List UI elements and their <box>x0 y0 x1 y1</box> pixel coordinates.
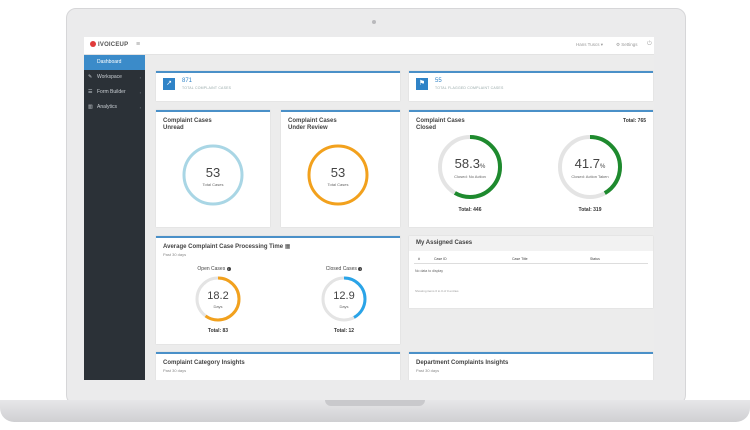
brand-logo[interactable]: IVOICEUP <box>90 41 128 48</box>
closed-cases-unit: Days <box>339 304 349 309</box>
form-builder-icon: ☰ <box>88 89 93 95</box>
user-menu[interactable]: Hans Tuscs ▾ <box>576 42 604 47</box>
processing-time-card: Average Complaint Case Processing Time ▦… <box>156 236 400 344</box>
info-icon[interactable]: i <box>226 267 231 271</box>
sidebar-item-dashboard[interactable]: Dashboard <box>84 55 145 70</box>
action-taken-total: Total: 319 <box>578 207 602 213</box>
workspace-icon: ✎ <box>88 74 93 80</box>
sidebar-item-label: Workspace <box>97 74 122 80</box>
card-subtitle: Past 30 days <box>416 368 440 373</box>
sidebar-item-workspace[interactable]: ✎ Workspace › <box>84 70 145 85</box>
assigned-header <box>409 236 653 251</box>
under-review-card: Complaint Cases Under Review 53 Total Cas… <box>281 110 400 227</box>
closed-cases-gauge: 12.9 Days <box>320 275 368 323</box>
department-insights-card: Department Complaints Insights Past 30 d… <box>409 352 653 380</box>
closed-cases-value: 12.9 <box>333 290 355 302</box>
open-cases-unit: Days <box>213 304 223 309</box>
card-title: Complaint Cases Under Review <box>288 118 337 131</box>
no-action-label: Closed: No Action <box>454 174 486 179</box>
card-title: My Assigned Cases <box>416 240 473 246</box>
brand-name: IVOICEUP <box>98 42 129 48</box>
camera-icon <box>372 20 376 24</box>
flag-icon: ⚑ <box>416 78 428 90</box>
no-action-value: 58.3% <box>454 156 486 171</box>
pagination-info: Showing items 0 to 0 of 0 entries <box>415 289 459 293</box>
banner-label: TOTAL COMPLAINT CASES <box>182 86 232 90</box>
column-header[interactable]: Status <box>590 257 600 261</box>
action-taken-gauge: 41.7% Closed: Action Taken <box>557 134 623 200</box>
category-insights-card: Complaint Category Insights Past 30 days <box>156 352 400 380</box>
empty-message: No data to display <box>415 269 444 273</box>
analytics-icon: ▥ <box>88 104 93 110</box>
calendar-icon[interactable]: ▦ <box>284 244 291 250</box>
open-cases-gauge: 18.2 Days <box>194 275 242 323</box>
unread-card: Complaint Cases Unread 53 Total Cases <box>156 110 270 227</box>
open-cases-value: 18.2 <box>207 290 229 302</box>
chevron-right-icon: › <box>139 105 141 110</box>
logo-icon <box>90 41 96 47</box>
chevron-right-icon: › <box>139 75 141 80</box>
closed-cases-total: Total: 12 <box>333 328 355 334</box>
chart-icon: ↗ <box>163 78 175 90</box>
card-title: Complaint Category Insights <box>163 360 245 366</box>
review-value: 53 <box>330 165 346 180</box>
action-taken-label: Closed: Action Taken <box>571 174 609 179</box>
total-complaints-banner[interactable]: ↗ 871 TOTAL COMPLAINT CASES <box>156 71 400 101</box>
chevron-right-icon: › <box>139 90 141 95</box>
power-icon[interactable]: ⏻ <box>647 41 652 47</box>
banner-label: TOTAL FLAGGED COMPLAINT CASES <box>435 86 504 90</box>
no-action-total: Total: 446 <box>458 207 482 213</box>
column-header[interactable]: Case ID <box>434 257 447 261</box>
assigned-cases-card: My Assigned Cases # Case ID Case Title S… <box>409 236 653 308</box>
card-title: Complaint Cases Unread <box>163 118 212 131</box>
top-bar: IVOICEUP ≡ Hans Tuscs ▾ ⚙ Settings ⏻ <box>84 37 654 55</box>
app-screen: IVOICEUP ≡ Hans Tuscs ▾ ⚙ Settings ⏻ Das… <box>84 37 654 380</box>
closed-total: Total: 765 <box>623 118 646 124</box>
card-title: Department Complaints Insights <box>416 360 509 366</box>
info-icon[interactable]: i <box>358 267 363 271</box>
unread-gauge: 53 Total Cases <box>181 143 245 207</box>
sidebar-item-label: Analytics <box>97 104 118 110</box>
menu-icon[interactable]: ≡ <box>136 41 141 48</box>
sidebar-item-form-builder[interactable]: ☰ Form Builder › <box>84 85 145 100</box>
card-title: Average Complaint Case Processing Time ▦ <box>163 244 291 250</box>
closed-card: Complaint Cases Closed Total: 765 58.3% C… <box>409 110 653 227</box>
laptop-notch <box>325 400 425 406</box>
table-header: # Case ID Case Title Status <box>414 255 648 264</box>
unread-value: 53 <box>205 165 221 180</box>
flagged-complaints-banner[interactable]: ⚑ 55 TOTAL FLAGGED COMPLAINT CASES <box>409 71 653 101</box>
action-taken-value: 41.7% <box>574 156 606 171</box>
banner-value: 871 <box>182 78 193 84</box>
open-cases-head: Open Cases i <box>197 266 231 272</box>
sidebar-item-analytics[interactable]: ▥ Analytics › <box>84 100 145 115</box>
banner-value: 55 <box>435 78 442 84</box>
sidebar-item-label: Dashboard <box>97 59 122 65</box>
review-label: Total Cases <box>327 182 349 187</box>
card-subtitle: Past 30 days <box>163 252 187 257</box>
column-header[interactable]: # <box>418 257 420 261</box>
no-action-gauge: 58.3% Closed: No Action <box>437 134 503 200</box>
sidebar-item-label: Form Builder <box>97 89 126 95</box>
settings-link[interactable]: ⚙ Settings <box>616 42 638 47</box>
sidebar: Dashboard ✎ Workspace › ☰ Form Builder › ▥ An… <box>84 55 145 380</box>
column-header[interactable]: Case Title <box>512 257 528 261</box>
closed-cases-head: Closed Cases i <box>325 266 363 272</box>
open-cases-total: Total: 83 <box>207 328 229 334</box>
card-subtitle: Past 30 days <box>163 368 187 373</box>
review-gauge: 53 Total Cases <box>306 143 370 207</box>
card-title: Complaint Cases Closed <box>416 118 465 131</box>
laptop-base <box>0 400 750 422</box>
unread-label: Total Cases <box>202 182 224 187</box>
